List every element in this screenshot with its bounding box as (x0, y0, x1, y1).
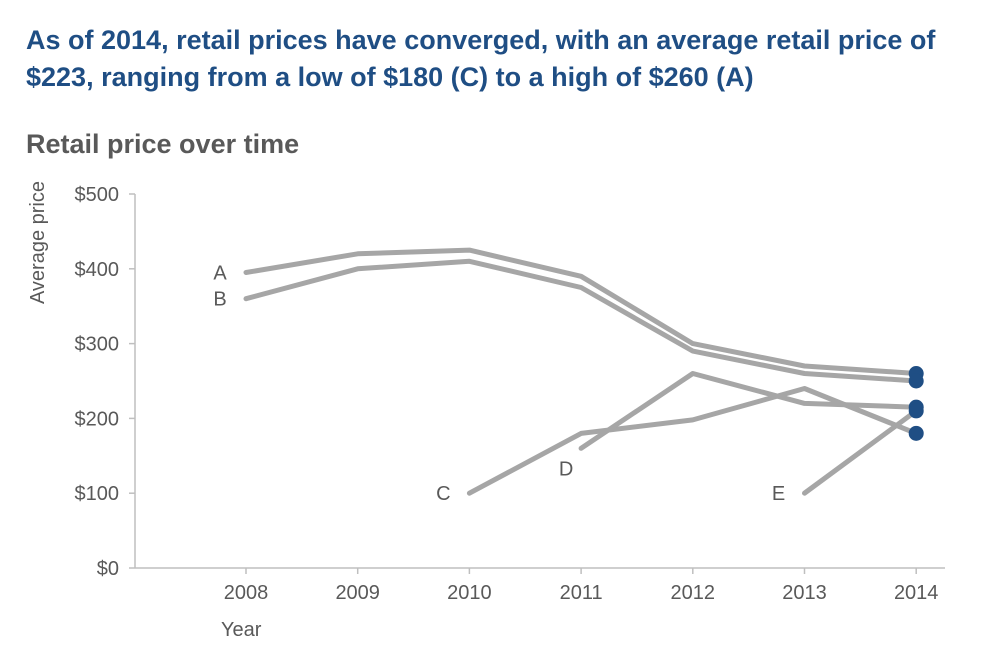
series-lines (243, 247, 919, 496)
series-line-b (243, 258, 919, 384)
headline-highlight: average retail price of $223 (26, 25, 936, 92)
y-tick-label: $500 (75, 184, 120, 206)
series-label-e: E (772, 483, 785, 505)
y-axis-title: Average price (27, 181, 49, 304)
headline: As of 2014, retail prices have converged… (26, 22, 966, 96)
y-tick-label: $100 (75, 483, 120, 505)
end-marker-b (908, 373, 924, 389)
y-tick-label: $200 (75, 408, 120, 430)
headline-text-start: As of 2014, retail prices have converged… (26, 25, 657, 55)
series-labels: AB C D E (213, 263, 785, 506)
y-tick-label: $0 (97, 558, 119, 580)
series-line-e (802, 408, 919, 496)
end-marker-e (908, 403, 924, 419)
x-tick-label: 2012 (671, 582, 716, 604)
x-tick-label: 2009 (335, 582, 380, 604)
y-tick-label: $400 (75, 259, 120, 281)
x-tick-label: 2008 (224, 582, 269, 604)
series-label-d: D (559, 458, 573, 480)
x-tick-label: 2014 (894, 582, 939, 604)
y-tick-label: $300 (75, 334, 120, 356)
series-label-b: B (213, 289, 226, 311)
chart-title: Retail price over time (26, 129, 300, 159)
axes: $0 $100 $200 $300 $400 $500 2008 2009 2010 2011 20… (27, 181, 945, 641)
headline-text-end: , ranging from a low of $180 (C) to a hi… (86, 62, 754, 92)
series-line-d (578, 371, 919, 451)
x-axis-title: Year (221, 619, 262, 641)
end-marker-c (908, 425, 924, 441)
series-line-a (243, 247, 919, 376)
x-tick-label: 2011 (560, 582, 603, 604)
series-label-a: A (213, 263, 227, 285)
series-label-c: C (436, 483, 450, 505)
end-markers (908, 366, 924, 441)
x-tick-label: 2010 (447, 582, 492, 604)
x-tick-label: 2013 (782, 582, 827, 604)
